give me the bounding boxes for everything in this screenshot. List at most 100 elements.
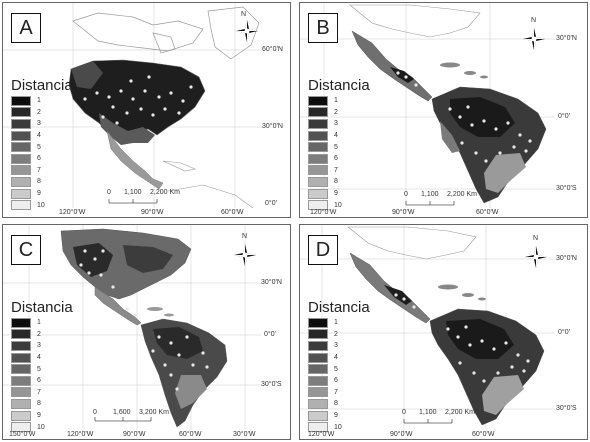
legend-swatch bbox=[11, 329, 31, 340]
legend-label: 9 bbox=[334, 412, 338, 420]
legend-label: 5 bbox=[37, 365, 41, 373]
legend-item: 10 bbox=[308, 421, 370, 433]
legend-swatch bbox=[308, 153, 328, 164]
legend-label: 8 bbox=[37, 178, 41, 186]
lat-label: 30°0'S bbox=[556, 405, 577, 412]
legend-swatch bbox=[308, 142, 328, 153]
legend-swatch bbox=[308, 130, 328, 141]
scale-end: 2,200 Km bbox=[150, 189, 180, 196]
scale-mid: 1,100 bbox=[419, 409, 437, 416]
legend-item: 8 bbox=[308, 176, 370, 188]
legend-item: 2 bbox=[11, 107, 73, 119]
legend-label: 4 bbox=[334, 354, 338, 362]
legend-label: 3 bbox=[334, 120, 338, 128]
north-label: N bbox=[241, 11, 247, 18]
legend-swatch bbox=[11, 200, 31, 211]
legend-item: 3 bbox=[11, 340, 73, 352]
legend-item: 7 bbox=[308, 165, 370, 177]
legend-label: 1 bbox=[334, 97, 338, 105]
legend-swatch bbox=[308, 165, 328, 176]
legend-swatch bbox=[11, 118, 31, 129]
legend-swatch bbox=[11, 398, 31, 409]
scale-end: 2,200 Km bbox=[447, 191, 477, 198]
panel-label-a: A bbox=[11, 13, 41, 43]
lat-label: 0°0' bbox=[558, 329, 570, 336]
legend-item: 6 bbox=[308, 153, 370, 165]
legend-label: 6 bbox=[334, 377, 338, 385]
legend-c: Distancia 1 2 3 4 5 6 7 8 9 10 bbox=[11, 299, 73, 433]
legend-label: 7 bbox=[37, 388, 41, 396]
scale-end: 2,200 Km bbox=[445, 409, 475, 416]
lon-label: 90°0'W bbox=[123, 431, 146, 438]
legend-b: Distancia 1 2 3 4 5 6 7 8 9 10 bbox=[308, 77, 370, 211]
legend-item: 8 bbox=[308, 398, 370, 410]
lon-label: 120°0'W bbox=[67, 431, 94, 438]
legend-item: 10 bbox=[308, 199, 370, 211]
lon-label: 60°0'W bbox=[179, 431, 202, 438]
north-label: N bbox=[533, 235, 539, 242]
legend-swatch bbox=[11, 387, 31, 398]
legend-label: 4 bbox=[37, 354, 41, 362]
legend-label: 4 bbox=[334, 132, 338, 140]
legend-swatch bbox=[308, 200, 328, 211]
scale-mid: 1,100 bbox=[421, 191, 439, 198]
legend-rows: 1 2 3 4 5 6 7 8 9 10 bbox=[308, 95, 370, 211]
lat-label: 30°0'N bbox=[262, 123, 283, 130]
legend-item: 1 bbox=[308, 317, 370, 329]
legend-label: 8 bbox=[334, 178, 338, 186]
legend-item: 3 bbox=[11, 118, 73, 130]
legend-label: 3 bbox=[334, 342, 338, 350]
legend-item: 4 bbox=[11, 130, 73, 142]
lat-label: 0°0' bbox=[264, 331, 276, 338]
legend-swatch bbox=[11, 107, 31, 118]
panel-label-d: D bbox=[308, 235, 338, 265]
legend-item: 5 bbox=[11, 363, 73, 375]
legend-label: 7 bbox=[334, 388, 338, 396]
legend-item: 7 bbox=[11, 165, 73, 177]
lat-label: 30°0'N bbox=[556, 35, 577, 42]
legend-item: 4 bbox=[308, 130, 370, 142]
legend-swatch bbox=[308, 340, 328, 351]
legend-swatch bbox=[308, 118, 328, 129]
legend-item: 10 bbox=[11, 421, 73, 433]
legend-item: 4 bbox=[308, 352, 370, 364]
lon-label: 60°0'W bbox=[221, 209, 244, 216]
lon-label: 120°0'W bbox=[59, 209, 86, 216]
legend-swatch bbox=[11, 165, 31, 176]
legend-swatch bbox=[11, 410, 31, 421]
legend-item: 10 bbox=[11, 199, 73, 211]
legend-item: 1 bbox=[11, 95, 73, 107]
legend-label: 5 bbox=[37, 143, 41, 151]
legend-item: 4 bbox=[11, 352, 73, 364]
map-panel-b: B N Distancia 1 2 3 4 5 6 7 8 9 10 30°0'N 0°0' 30… bbox=[299, 2, 588, 218]
map-d-graphic bbox=[300, 225, 555, 430]
legend-item: 5 bbox=[11, 141, 73, 153]
north-label: N bbox=[531, 17, 537, 24]
legend-title: Distancia bbox=[11, 77, 73, 94]
legend-swatch bbox=[11, 95, 31, 106]
legend-label: 7 bbox=[37, 166, 41, 174]
lon-label: 150°0'W bbox=[9, 431, 36, 438]
legend-item: 6 bbox=[11, 375, 73, 387]
panel-label-c: C bbox=[11, 235, 41, 265]
lat-label: 30°0'N bbox=[261, 279, 282, 286]
legend-swatch bbox=[11, 364, 31, 375]
legend-item: 8 bbox=[11, 176, 73, 188]
legend-label: 2 bbox=[37, 108, 41, 116]
lon-label: 120°0'W bbox=[308, 431, 335, 438]
legend-swatch bbox=[11, 422, 31, 433]
map-panel-c: C N Distancia 1 2 3 4 5 6 7 8 9 10 30°0'N 0°0' 30… bbox=[2, 224, 291, 440]
legend-item: 2 bbox=[11, 329, 73, 341]
legend-swatch bbox=[308, 387, 328, 398]
legend-label: 8 bbox=[37, 400, 41, 408]
legend-swatch bbox=[11, 153, 31, 164]
legend-swatch bbox=[308, 375, 328, 386]
legend-item: 2 bbox=[308, 107, 370, 119]
scale-end: 3,200 Km bbox=[139, 409, 169, 416]
scale-zero: 0 bbox=[404, 191, 408, 198]
legend-swatch bbox=[11, 142, 31, 153]
legend-label: 4 bbox=[37, 132, 41, 140]
legend-label: 8 bbox=[334, 400, 338, 408]
legend-swatch bbox=[11, 176, 31, 187]
legend-swatch bbox=[308, 95, 328, 106]
